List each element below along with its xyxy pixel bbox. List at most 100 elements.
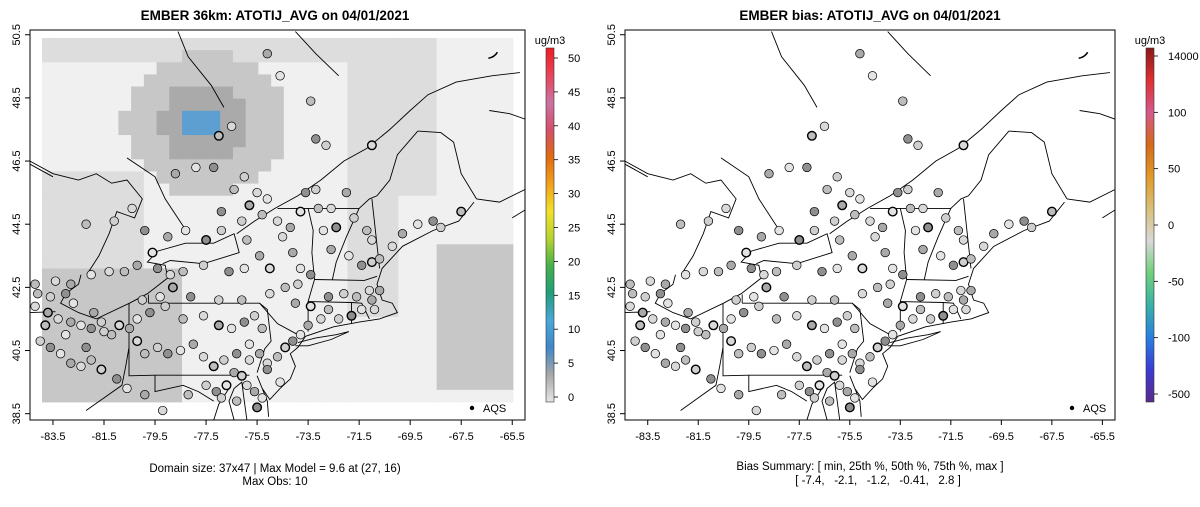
grid-cell xyxy=(449,256,463,269)
monitor-site xyxy=(313,203,323,214)
monitor-site xyxy=(756,232,767,242)
grid-cell xyxy=(194,207,208,221)
grid-cell xyxy=(245,147,259,160)
grid-cell xyxy=(80,389,94,403)
grid-cell xyxy=(54,122,68,136)
grid-cell xyxy=(42,135,56,148)
grid-cell xyxy=(462,110,476,124)
right-colorbar-gradient xyxy=(1145,47,1155,403)
grid-cell xyxy=(411,329,425,342)
monitor-site xyxy=(680,355,691,365)
x-tick-label: -73.5 xyxy=(888,431,913,443)
y-tick-label: 38.5 xyxy=(11,403,23,424)
grid-cell xyxy=(423,353,438,366)
monitor-site xyxy=(86,355,96,365)
grid-cell xyxy=(322,50,336,63)
grid-cell xyxy=(245,135,259,148)
grid-cell xyxy=(67,244,81,257)
grid-cell xyxy=(143,195,157,209)
grid-cell xyxy=(385,159,399,172)
monitor-site xyxy=(201,380,211,390)
grid-cell xyxy=(474,159,488,172)
grid-cell xyxy=(334,268,348,282)
grid-cell xyxy=(385,122,399,136)
right-legend-label: AQS xyxy=(1083,403,1106,415)
grid-cell xyxy=(398,353,412,366)
monitor-site xyxy=(814,380,825,391)
grid-cell xyxy=(385,268,399,282)
grid-cell xyxy=(143,50,157,63)
monitor-site xyxy=(625,301,635,311)
grid-cell xyxy=(296,159,310,172)
grid-cell xyxy=(474,329,488,342)
grid-cell xyxy=(423,317,438,330)
grid-cell xyxy=(92,377,107,391)
grid-cell xyxy=(92,122,107,136)
monitor-site xyxy=(303,320,313,330)
monitor-site xyxy=(903,134,913,144)
grid-cell xyxy=(449,292,463,306)
monitor-site xyxy=(277,232,288,242)
monitor-site xyxy=(318,225,329,236)
grid-cell xyxy=(182,353,196,366)
monitor-site xyxy=(295,330,306,340)
grid-cell xyxy=(334,38,348,51)
grid-cell xyxy=(449,122,463,136)
grid-cell xyxy=(385,183,399,197)
grid-cell xyxy=(360,74,374,87)
grid-cell xyxy=(271,122,285,136)
monitor-site xyxy=(741,247,752,258)
grid-cell xyxy=(436,232,450,245)
x-tick-label: -83.5 xyxy=(40,431,65,443)
grid-cell xyxy=(258,220,272,233)
monitor-site xyxy=(232,349,242,359)
monitor-site xyxy=(931,289,941,299)
grid-cell xyxy=(474,268,488,282)
monitor-site xyxy=(734,225,744,236)
grid-cell xyxy=(54,86,68,100)
grid-cell xyxy=(131,98,145,112)
grid-cell xyxy=(156,207,170,221)
monitor-site xyxy=(180,225,191,236)
grid-cell xyxy=(423,110,438,124)
grid-cell xyxy=(156,110,170,124)
grid-cell xyxy=(67,74,81,87)
monitor-site xyxy=(66,279,76,289)
grid-cell xyxy=(423,377,438,391)
monitor-site xyxy=(835,380,845,390)
grid-cell xyxy=(372,122,387,136)
grid-cell xyxy=(474,389,488,403)
grid-cell xyxy=(347,195,361,209)
grid-cell xyxy=(296,147,310,160)
grid-cell xyxy=(372,171,387,184)
monitor-site xyxy=(33,289,43,299)
grid-cell xyxy=(118,38,132,51)
monitor-site xyxy=(781,339,792,349)
grid-cell xyxy=(271,292,285,306)
grid-cell xyxy=(156,159,170,172)
monitor-site xyxy=(897,301,908,312)
monitor-site xyxy=(905,203,916,214)
grid-cell xyxy=(283,268,297,282)
grid-cell xyxy=(398,280,412,294)
grid-cell xyxy=(423,256,438,269)
monitor-site xyxy=(137,295,147,305)
monitor-site xyxy=(295,206,306,217)
grid-cell xyxy=(245,280,259,294)
grid-cell xyxy=(271,244,285,257)
grid-cell xyxy=(487,147,501,160)
grid-cell xyxy=(92,341,107,354)
grid-cell xyxy=(131,122,145,136)
left-legend-label: AQS xyxy=(483,403,506,415)
grid-cell xyxy=(283,207,297,221)
grid-cell xyxy=(462,280,476,294)
monitor-site xyxy=(739,307,749,318)
grid-cell xyxy=(271,304,285,318)
grid-cell xyxy=(42,159,56,172)
grid-cell xyxy=(385,317,399,330)
grid-cell xyxy=(220,183,234,197)
grid-cell xyxy=(462,353,476,366)
grid-cell xyxy=(385,195,399,209)
grid-cell xyxy=(118,50,132,63)
monitor-site xyxy=(693,326,703,337)
